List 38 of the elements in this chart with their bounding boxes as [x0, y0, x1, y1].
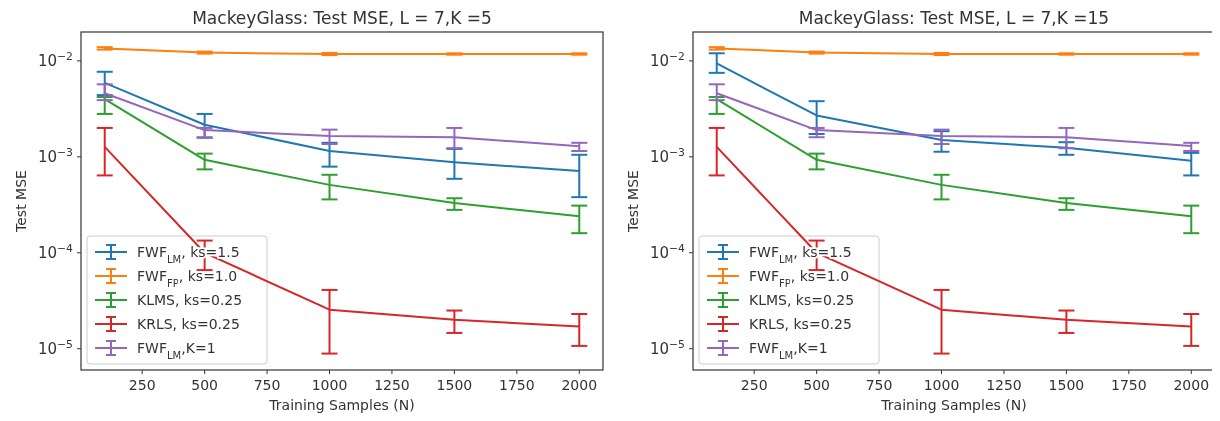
y-tick-label: 10$^{−3}$	[37, 145, 73, 166]
x-tick-label: 1500	[436, 377, 473, 393]
y-tick-label: 10$^{−3}$	[649, 145, 685, 166]
legend-label: KLMS, ks=0.25	[749, 292, 855, 308]
y-tick-label: 10$^{−5}$	[649, 337, 685, 358]
x-tick-label: 500	[803, 377, 830, 393]
x-tick-label: 2000	[561, 377, 598, 393]
x-tick-label: 500	[191, 377, 218, 393]
y-tick-label: 10$^{−5}$	[37, 337, 73, 358]
x-tick-label: 750	[865, 377, 893, 393]
legend-label: FWF$_{LM}$,K=1	[749, 340, 828, 361]
chart-title: MackeyGlass: Test MSE, L = 7,K =15	[798, 8, 1110, 28]
y-tick-label: 10$^{−2}$	[649, 49, 685, 70]
x-tick-label: 1500	[1048, 377, 1085, 393]
x-tick-label: 1750	[499, 377, 535, 393]
x-tick-label: 1750	[1111, 377, 1147, 393]
x-tick-label: 250	[128, 377, 156, 393]
x-tick-label: 1000	[311, 377, 348, 393]
x-tick-label: 1250	[374, 377, 410, 393]
legend-label: KRLS, ks=0.25	[749, 316, 852, 332]
y-axis-title: Test MSE	[13, 170, 29, 233]
chart-title: MackeyGlass: Test MSE, L = 7,K =5	[192, 8, 492, 28]
y-axis-title: Test MSE	[625, 170, 641, 233]
x-tick-label: 1250	[986, 377, 1022, 393]
x-axis-title: Training Samples (N)	[268, 397, 415, 413]
x-axis-title: Training Samples (N)	[880, 397, 1027, 413]
y-tick-label: 10$^{−2}$	[37, 49, 73, 70]
x-tick-label: 2000	[1173, 377, 1210, 393]
x-tick-label: 750	[253, 377, 281, 393]
legend-label: FWF$_{FP}$, ks=1.0	[137, 268, 238, 289]
legend-label: FWF$_{LM}$,K=1	[137, 340, 216, 361]
y-tick-label: 10$^{−4}$	[649, 241, 686, 262]
legend-label: KRLS, ks=0.25	[137, 316, 240, 332]
y-tick-label: 10$^{−4}$	[37, 241, 74, 262]
legend-label: KLMS, ks=0.25	[137, 292, 243, 308]
x-tick-label: 1000	[923, 377, 960, 393]
legend-label: FWF$_{FP}$, ks=1.0	[749, 268, 850, 289]
x-tick-label: 250	[740, 377, 768, 393]
